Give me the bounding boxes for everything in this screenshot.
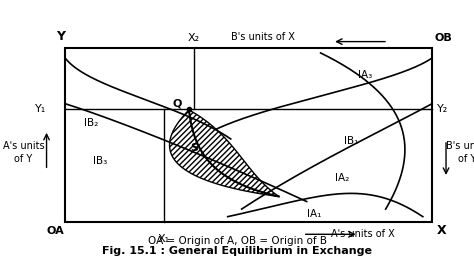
Polygon shape: [170, 110, 279, 197]
Text: OA: OA: [46, 226, 64, 236]
Text: Y₁: Y₁: [35, 104, 46, 114]
Text: IA₃: IA₃: [358, 70, 372, 80]
Text: OB: OB: [434, 33, 452, 43]
Text: X₂: X₂: [188, 33, 200, 43]
Text: IB₃: IB₃: [93, 156, 107, 166]
Text: Fig. 15.1 : General Equilibrium in Exchange: Fig. 15.1 : General Equilibrium in Excha…: [102, 246, 372, 256]
Text: A's units
of Y: A's units of Y: [2, 141, 44, 164]
Text: S: S: [191, 143, 199, 153]
Bar: [65, 48, 432, 222]
Text: Q: Q: [173, 98, 182, 108]
Text: X₁: X₁: [158, 234, 170, 244]
Text: B's units
of Y: B's units of Y: [446, 141, 474, 164]
Text: IA₁: IA₁: [307, 209, 321, 219]
Text: Y₂: Y₂: [437, 104, 448, 114]
Text: X: X: [437, 224, 447, 237]
Text: OA = Origin of A, OB = Origin of B: OA = Origin of A, OB = Origin of B: [147, 236, 327, 246]
Text: B's units of X: B's units of X: [231, 32, 294, 42]
Text: IB₂: IB₂: [84, 118, 98, 128]
Text: IB₁: IB₁: [344, 136, 358, 146]
Text: IA₂: IA₂: [335, 173, 349, 183]
Text: Y: Y: [56, 30, 65, 43]
Text: A's units of X: A's units of X: [331, 229, 394, 239]
